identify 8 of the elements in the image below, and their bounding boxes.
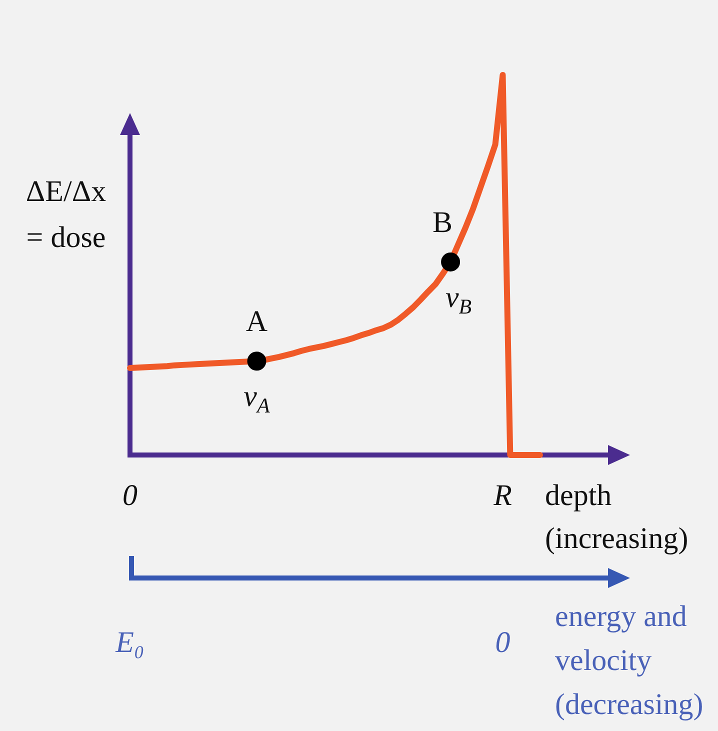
x-tick-label: R — [492, 478, 512, 512]
y-axis-title: ΔE/Δx = dose — [26, 174, 106, 254]
annotation: A — [246, 305, 268, 338]
x-axis-title: depth (increasing) — [545, 478, 688, 555]
x2-axis-title: energy and velocity (decreasing) — [555, 600, 704, 721]
annotation: B — [432, 206, 453, 239]
text: 0 — [495, 626, 510, 659]
text: E₀ — [114, 626, 144, 659]
